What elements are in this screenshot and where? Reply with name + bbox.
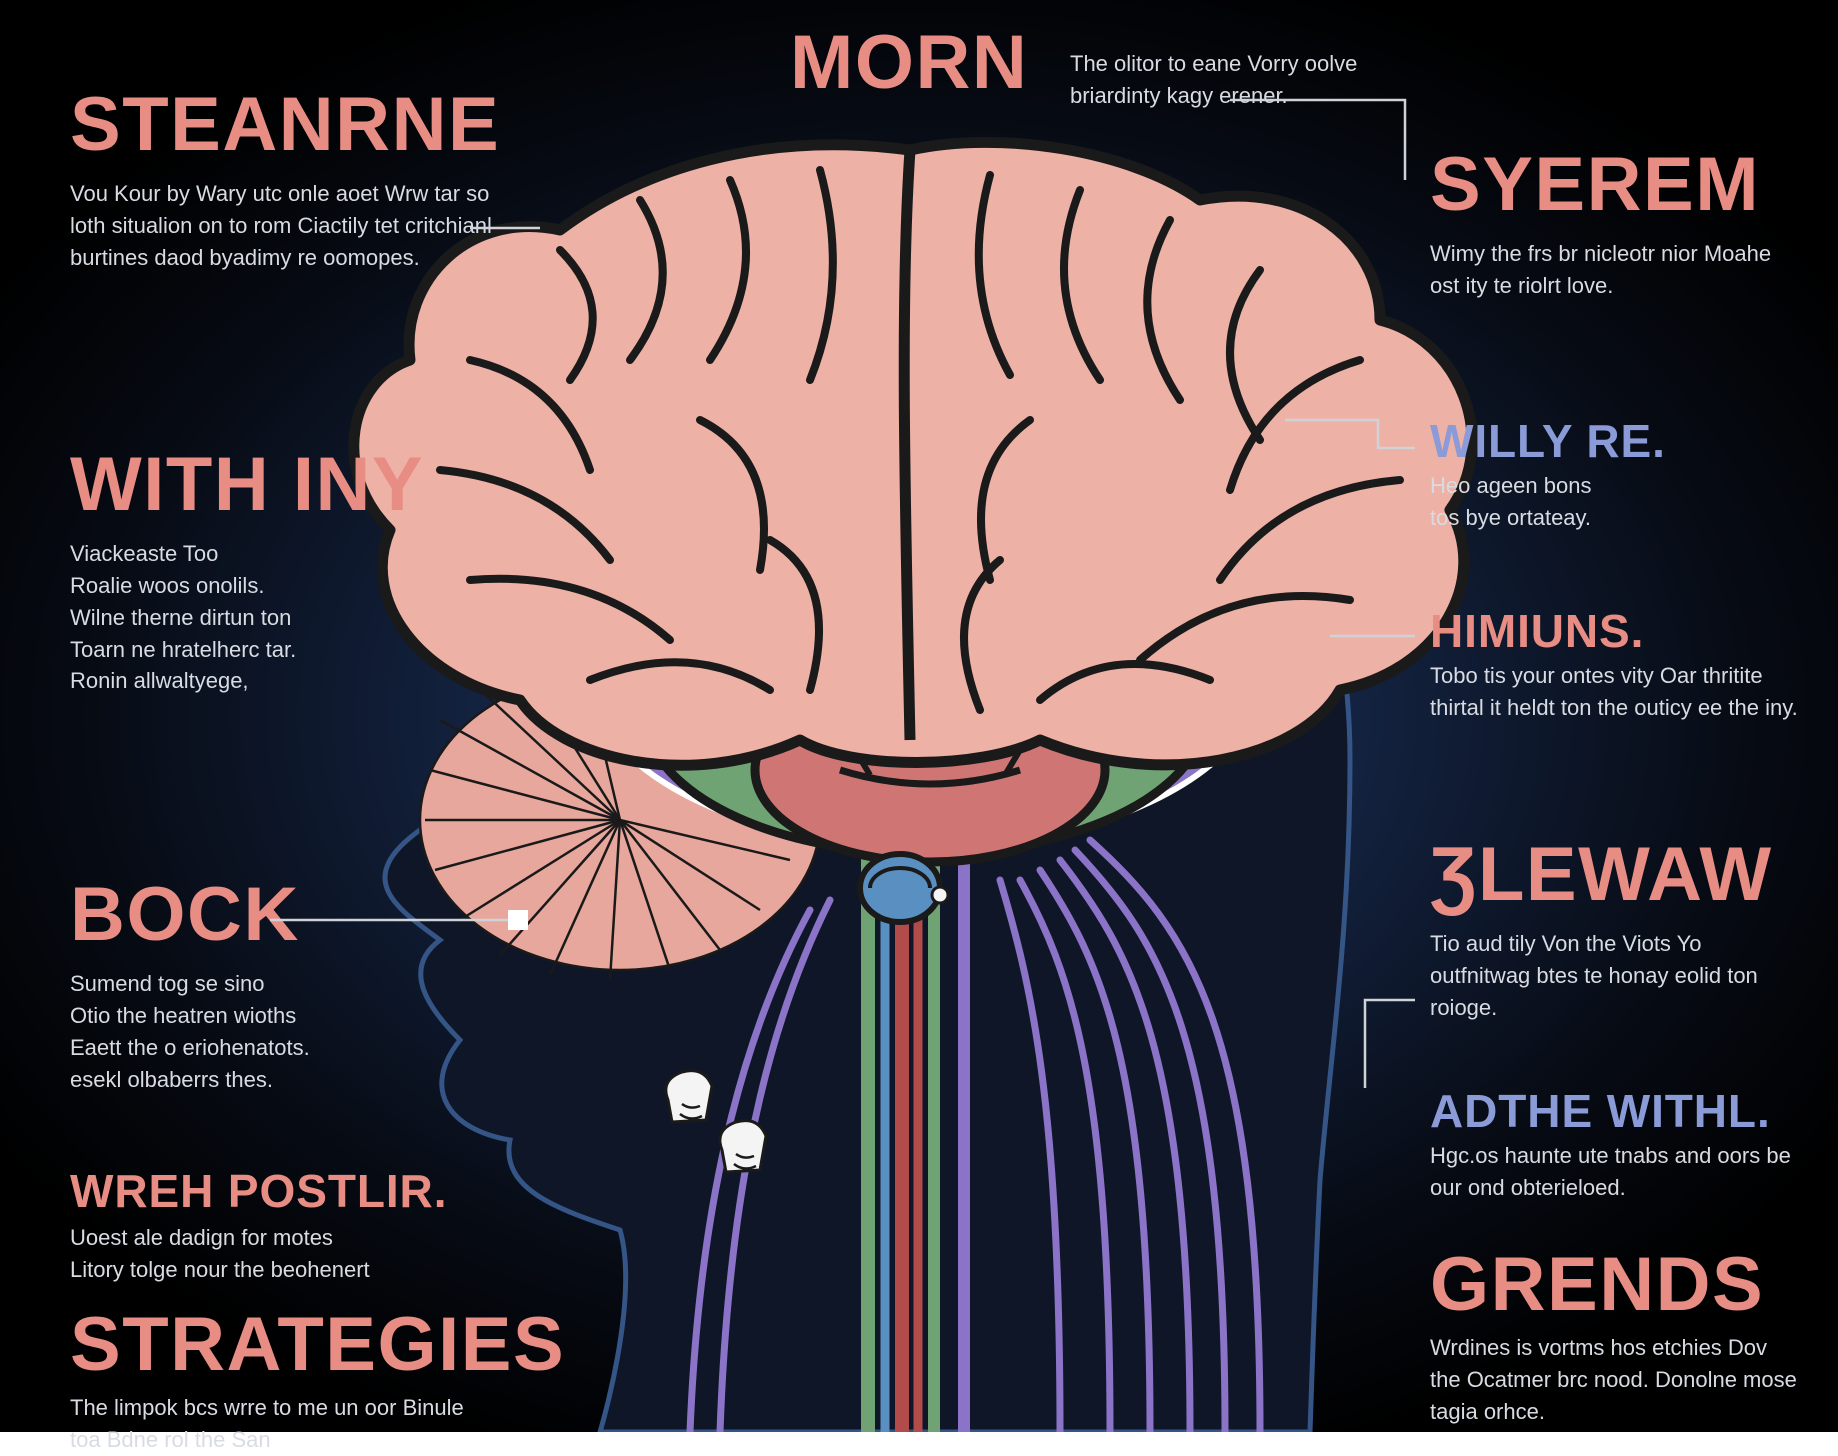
label-willy-re: WILLY RE. Heo ageen bons tos bye ortatea… <box>1430 420 1666 534</box>
label-himiuns: HIMIUNS. Tobo tis your ontes vity Oar th… <box>1430 610 1800 724</box>
label-steanrne-body: Vou Kour by Wary utc onle aoet Wrw tar s… <box>70 178 500 274</box>
label-grends-body: Wrdines is vortms hos etchies Dov the Oc… <box>1430 1332 1800 1428</box>
label-blewaw-body: Tio aud tily Von the Viots Yo outfnitwag… <box>1430 928 1800 1024</box>
label-morn-sub: The olitor to eane Vorry oolve briardint… <box>1070 48 1400 112</box>
label-morn-title: MORN <box>790 28 1028 98</box>
limbic-arcs <box>600 536 1250 862</box>
label-syerew-body: Wimy the frs br nicleotr nior Moahe ost … <box>1430 238 1800 302</box>
label-wreh-postlir-body: Uoest ale dadign for motes Litory tolge … <box>70 1222 447 1286</box>
label-adthe-withl: ADTHE WITHL. Hgc.os haunte ute tnabs and… <box>1430 1090 1800 1204</box>
label-strategies-title: STRATEGIES <box>70 1310 565 1380</box>
label-bock-title: BOCK <box>70 880 310 950</box>
neural-stems <box>690 840 1260 1432</box>
label-morn-sub-text: The olitor to eane Vorry oolve briardint… <box>1070 48 1400 112</box>
infographic-canvas: MORN The olitor to eane Vorry oolve bria… <box>0 0 1838 1432</box>
label-grends: GRENDS Wrdines is vortms hos etchies Dov… <box>1430 1250 1800 1428</box>
label-blewaw: ƷLEWAW Tio aud tily Von the Viots Yo out… <box>1430 840 1800 1024</box>
label-bock: BOCK Sumend tog se sino Otio the heatren… <box>70 880 310 1095</box>
label-willy-re-title: WILLY RE. <box>1430 420 1666 462</box>
label-steanrne: STEANRNE Vou Kour by Wary utc onle aoet … <box>70 90 500 274</box>
label-bock-body: Sumend tog se sino Otio the heatren wiot… <box>70 968 310 1096</box>
cerebellum <box>420 650 820 980</box>
label-himiuns-title: HIMIUNS. <box>1430 610 1800 652</box>
neck-tag-icons <box>666 1071 766 1172</box>
label-syerew-title: SYEREM <box>1430 150 1800 220</box>
label-adthe-withl-title: ADTHE WITHL. <box>1430 1090 1800 1132</box>
label-strategies: STRATEGIES The limpok bcs wrre to me un … <box>70 1310 565 1456</box>
cerebral-cortex <box>354 142 1472 765</box>
label-willy-re-body: Heo ageen bons tos bye ortateay. <box>1430 470 1666 534</box>
label-himiuns-body: Tobo tis your ontes vity Oar thritite th… <box>1430 660 1800 724</box>
head-silhouette <box>385 260 1350 1432</box>
label-steanrne-title: STEANRNE <box>70 90 500 160</box>
label-with-iny: WITH INY Viackeaste Too Roalie woos onol… <box>70 450 424 697</box>
label-blewaw-title: ƷLEWAW <box>1430 840 1800 910</box>
label-wreh-postlir: WREH POSTLIR. Uoest ale dadign for motes… <box>70 1170 447 1286</box>
label-wreh-postlir-title: WREH POSTLIR. <box>70 1170 447 1212</box>
label-grends-title: GRENDS <box>1430 1250 1800 1320</box>
label-with-iny-body: Viackeaste Too Roalie woos onolils. Wiln… <box>70 538 424 697</box>
label-strategies-body: The limpok bcs wrre to me un oor Binule … <box>70 1392 500 1456</box>
label-morn: MORN <box>790 28 1028 98</box>
label-syerew: SYEREM Wimy the frs br nicleotr nior Moa… <box>1430 150 1800 302</box>
label-adthe-withl-body: Hgc.os haunte ute tnabs and oors be our … <box>1430 1140 1800 1204</box>
brainstem-node <box>860 854 948 922</box>
label-with-iny-title: WITH INY <box>70 450 424 520</box>
